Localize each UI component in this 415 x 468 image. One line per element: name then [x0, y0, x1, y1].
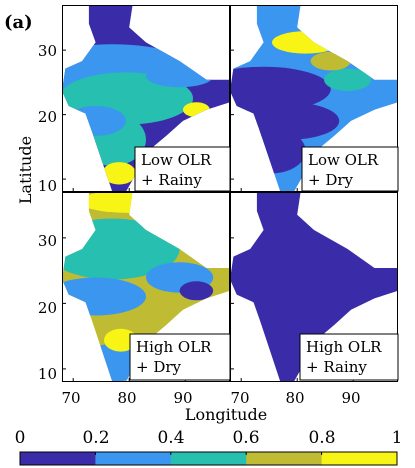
- panel-label-line: + Dry: [308, 171, 354, 189]
- y-tick-label: 10: [38, 365, 57, 383]
- x-tick-labels: 70 80 90 70 80 90: [61, 389, 360, 407]
- y-tick-label: 10: [38, 177, 57, 195]
- panel-label-box: [299, 333, 399, 381]
- probability-patch: [324, 68, 372, 92]
- colorbar: [19, 451, 398, 466]
- colorbar-tick-label: 0.8: [308, 428, 335, 448]
- map-panel: High OLR + Dry: [62, 192, 231, 382]
- colorbar-tick-label: 0.6: [232, 428, 259, 448]
- colorbar-tick-label: 1: [392, 428, 403, 448]
- panel-label-line: High OLR: [306, 338, 382, 356]
- x-tick-label: 80: [117, 389, 136, 407]
- y-tick-label: 20: [38, 299, 57, 317]
- panel-label-box: [129, 333, 231, 381]
- x-tick-label: 70: [61, 389, 80, 407]
- y-axis-title: Latitude: [16, 136, 35, 204]
- panel-label-line: Low OLR: [308, 151, 379, 169]
- probability-patch: [179, 281, 214, 301]
- map-panel: Low OLR + Rainy: [62, 5, 231, 192]
- colorbar-tick-label: 0: [15, 428, 26, 448]
- panel-label-line: + Rainy: [306, 358, 367, 376]
- colorbar-segment: [170, 452, 247, 465]
- x-tick-label: 90: [173, 389, 192, 407]
- panel-label-line: High OLR: [136, 338, 212, 356]
- x-tick-label: 90: [341, 389, 360, 407]
- probability-patch: [62, 277, 146, 316]
- panel-frame: [62, 192, 230, 382]
- panel-label-line: + Dry: [136, 358, 182, 376]
- colorbar-tick-label: 0.4: [157, 428, 184, 448]
- map-panel: High OLR + Rainy: [230, 192, 399, 382]
- panel-label-box: [134, 146, 231, 192]
- panel-label-line: Low OLR: [141, 151, 212, 169]
- x-axis-title: Longitude: [185, 405, 267, 424]
- panel-label-box: [301, 146, 399, 192]
- y-tick-label: 20: [38, 108, 57, 126]
- probability-patch: [102, 162, 136, 185]
- y-tick-label: 30: [38, 232, 57, 250]
- colorbar-frame: [19, 451, 398, 466]
- figure-label: (a): [4, 12, 33, 33]
- y-tick-label: 30: [38, 42, 57, 60]
- x-tick-label: 70: [230, 389, 249, 407]
- colorbar-tick-labels: 0 0.2 0.4 0.6 0.8 1: [15, 428, 403, 448]
- map-panel: Low OLR + Dry: [230, 5, 399, 192]
- colorbar-segment: [20, 452, 96, 465]
- colorbar-segment: [246, 452, 323, 465]
- colorbar-tick-label: 0.2: [82, 428, 109, 448]
- colorbar-segment: [321, 452, 398, 465]
- panel-frame: [230, 192, 398, 382]
- y-tick-labels: 30 20 10 30 20 10: [38, 42, 57, 383]
- colorbar-segment: [95, 452, 172, 465]
- panel-label-line: + Rainy: [141, 171, 202, 189]
- probability-patch: [104, 328, 138, 352]
- x-tick-label: 80: [285, 389, 304, 407]
